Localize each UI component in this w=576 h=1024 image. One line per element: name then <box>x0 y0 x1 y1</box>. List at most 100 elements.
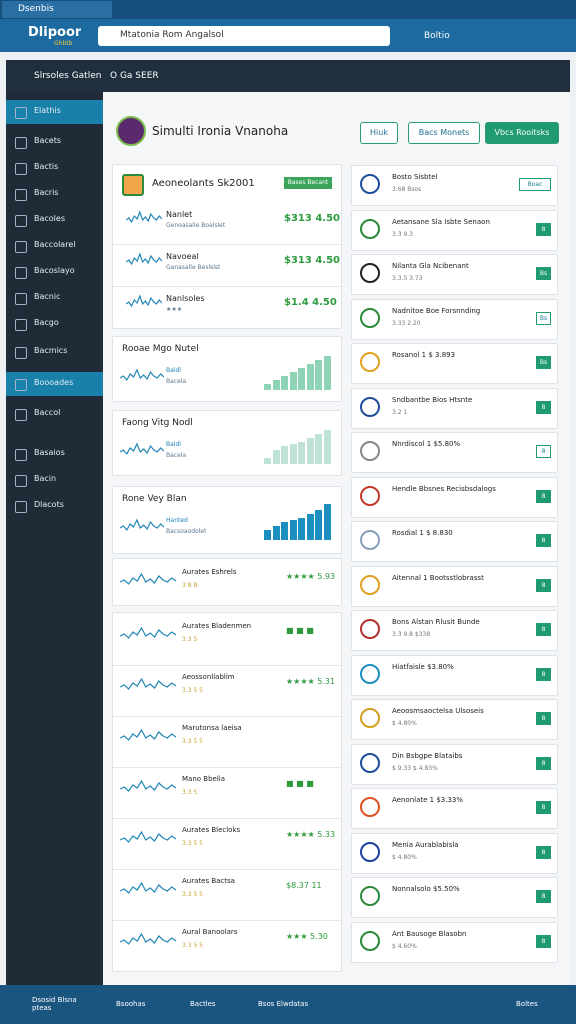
sidebar-item[interactable]: Bacin <box>6 468 103 492</box>
item-badge[interactable]: Boac <box>519 178 551 191</box>
card <box>351 788 558 829</box>
sidebar-label: Bacgo <box>34 318 59 327</box>
mini-bar <box>298 368 305 390</box>
mini-bar <box>323 356 331 390</box>
item-badge[interactable]: 8 <box>536 578 551 592</box>
item-badge[interactable]: 8 <box>536 489 551 503</box>
item-badge[interactable]: 8 <box>536 667 551 681</box>
item-title: Ant Bausoge Blasobn <box>392 929 467 938</box>
row-sub: Ganasalle Beslslst <box>166 264 221 271</box>
item-title: Bons Alstan Rlusit Bunde <box>392 618 480 626</box>
taskbar-item[interactable]: Boltes <box>516 1000 538 1008</box>
sidebar-item[interactable]: Bacnic <box>6 286 103 310</box>
card-icon <box>122 174 144 196</box>
sidebar-label: Bacoslayo <box>34 266 75 275</box>
item-icon <box>360 174 380 194</box>
sidebar-item[interactable]: Baccol <box>6 402 103 426</box>
logo-sub: Ghbtb <box>54 40 73 47</box>
list-value: ■ ■ ■ <box>286 779 314 788</box>
sidebar-item[interactable]: Elathis <box>6 100 103 124</box>
page-title: Simulti Ironia Vnanoha <box>152 124 289 138</box>
search-text[interactable]: Mtatonia Rom Angalsol <box>120 30 224 40</box>
card <box>351 343 558 384</box>
item-badge[interactable]: Bs <box>536 356 551 369</box>
item-badge[interactable]: 8 <box>536 623 551 636</box>
sidebar-item[interactable]: Baccolarel <box>6 234 103 258</box>
card-button[interactable]: Bases Becant <box>284 177 332 189</box>
bar-card-line: Baldl <box>166 441 181 448</box>
card <box>351 654 558 696</box>
list-name: Marutonsa laeisa <box>182 724 242 732</box>
sidebar-item[interactable]: Bacets <box>6 130 103 154</box>
sidebar-icon <box>15 137 27 149</box>
app-header <box>6 60 570 92</box>
item-badge[interactable]: 8 <box>536 801 551 814</box>
item-badge[interactable]: 8 <box>536 934 551 948</box>
action-button[interactable]: Vbcs Rooitsks <box>485 122 559 144</box>
sidebar-item[interactable]: Basaios <box>6 442 103 466</box>
sidebar-item[interactable]: Boooades <box>6 372 103 396</box>
item-title: Nilanta Gla Ncibenant <box>392 262 469 270</box>
item-badge[interactable]: 8 <box>536 400 551 414</box>
item-badge[interactable]: 8 <box>536 534 551 547</box>
sidebar-item[interactable]: Bacgo <box>6 312 103 336</box>
sidebar-icon <box>15 475 27 487</box>
user[interactable]: Boltio <box>424 31 450 41</box>
logo[interactable]: Dlipoor <box>28 25 82 40</box>
item-badge[interactable]: Bs <box>536 267 551 280</box>
item-sub: 3.2 1 <box>392 408 408 416</box>
mini-bar <box>272 450 280 464</box>
item-badge[interactable]: 8 <box>536 756 551 770</box>
item-title: Rosdial 1 $ 8.830 <box>392 529 453 537</box>
item-sub: $ 4.80% <box>392 853 417 861</box>
sidebar-item[interactable]: Bacoles <box>6 208 103 232</box>
item-badge[interactable]: 8 <box>536 890 551 903</box>
card <box>351 877 558 918</box>
taskbar-item[interactable]: Bsoohas <box>116 1000 146 1008</box>
sidebar-item[interactable]: Bacmics <box>6 340 103 364</box>
item-sub: $ 4.60% <box>392 942 417 950</box>
sidebar-item[interactable]: Bactis <box>6 156 103 180</box>
action-button[interactable]: Hiuk <box>360 122 398 144</box>
page-icon <box>116 116 146 146</box>
row-value: $313 4.50 <box>284 255 340 266</box>
divider <box>113 286 341 287</box>
taskbar-item[interactable]: Bactles <box>190 1000 216 1008</box>
item-title: Aetansane Sla Isbte Senaon <box>392 217 490 226</box>
sidebar-item[interactable]: Dlacots <box>6 494 103 518</box>
mini-bar <box>272 526 280 540</box>
tab[interactable]: Dsenbis <box>2 1 112 18</box>
sidebar-icon <box>15 163 27 175</box>
divider <box>113 244 341 245</box>
list-sub: 3.3 5 5 <box>182 942 203 949</box>
sidebar-label: Baccolarel <box>34 240 76 249</box>
item-badge[interactable]: Bs <box>536 311 551 325</box>
mini-bar <box>315 434 322 464</box>
taskbar-item[interactable]: Dsosid Blsna pteas <box>32 996 77 1012</box>
card <box>351 254 558 295</box>
item-badge[interactable]: 8 <box>536 445 551 458</box>
sidebar-icon <box>15 215 27 227</box>
list-name: Aeossonliablim <box>182 673 235 681</box>
divider <box>113 869 341 870</box>
sidebar-item[interactable]: Bacoslayo <box>6 260 103 284</box>
item-icon <box>360 708 380 728</box>
card <box>351 699 558 740</box>
item-title: Nnrdiscol 1 $5.80% <box>392 440 461 448</box>
item-sub: 3.3.5 3.73 <box>392 275 423 282</box>
divider <box>113 716 341 717</box>
sparkline <box>120 572 176 585</box>
action-button[interactable]: Bacs Monets <box>408 122 480 144</box>
item-badge[interactable]: 8 <box>536 712 551 725</box>
sidebar-item[interactable]: Bacris <box>6 182 103 206</box>
taskbar-item[interactable]: Bsos Elwdatas <box>258 1000 309 1008</box>
item-badge[interactable]: 8 <box>536 222 551 236</box>
item-sub: 3.3 9.8 $338 <box>392 631 431 638</box>
item-icon <box>360 396 380 417</box>
tab-bar <box>0 0 576 19</box>
mini-bar <box>306 438 314 464</box>
sparkline <box>120 881 176 894</box>
sparkline <box>120 368 164 382</box>
item-badge[interactable]: 8 <box>536 845 551 859</box>
list-name: Aurates Bactsa <box>182 877 235 885</box>
